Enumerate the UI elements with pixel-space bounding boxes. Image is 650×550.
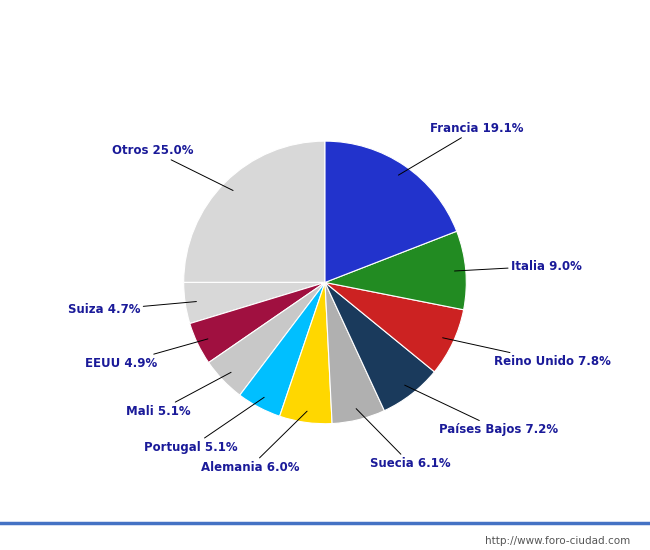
Text: EEUU 4.9%: EEUU 4.9% xyxy=(84,339,208,370)
Wedge shape xyxy=(325,231,466,310)
Wedge shape xyxy=(325,283,463,372)
Wedge shape xyxy=(184,283,325,323)
Text: Otros 25.0%: Otros 25.0% xyxy=(112,144,233,190)
Wedge shape xyxy=(325,141,457,283)
Text: Suiza 4.7%: Suiza 4.7% xyxy=(68,301,196,316)
Text: Portugal 5.1%: Portugal 5.1% xyxy=(144,397,264,454)
Text: Monzón - Turistas extranjeros según país - Abril de 2024: Monzón - Turistas extranjeros según país… xyxy=(83,14,567,31)
Wedge shape xyxy=(190,283,325,362)
Wedge shape xyxy=(209,283,325,395)
Text: Suecia 6.1%: Suecia 6.1% xyxy=(356,409,450,470)
Text: Mali 5.1%: Mali 5.1% xyxy=(125,372,231,418)
Wedge shape xyxy=(325,283,434,411)
Wedge shape xyxy=(325,283,384,424)
Text: Reino Unido 7.8%: Reino Unido 7.8% xyxy=(443,338,610,368)
Text: Italia 9.0%: Italia 9.0% xyxy=(454,260,582,273)
Wedge shape xyxy=(240,283,325,416)
Wedge shape xyxy=(280,283,332,424)
Wedge shape xyxy=(184,141,325,283)
Text: Países Bajos 7.2%: Países Bajos 7.2% xyxy=(405,385,558,436)
Text: http://www.foro-ciudad.com: http://www.foro-ciudad.com xyxy=(486,536,630,546)
Text: Francia 19.1%: Francia 19.1% xyxy=(398,122,524,175)
Text: Alemania 6.0%: Alemania 6.0% xyxy=(201,411,307,474)
